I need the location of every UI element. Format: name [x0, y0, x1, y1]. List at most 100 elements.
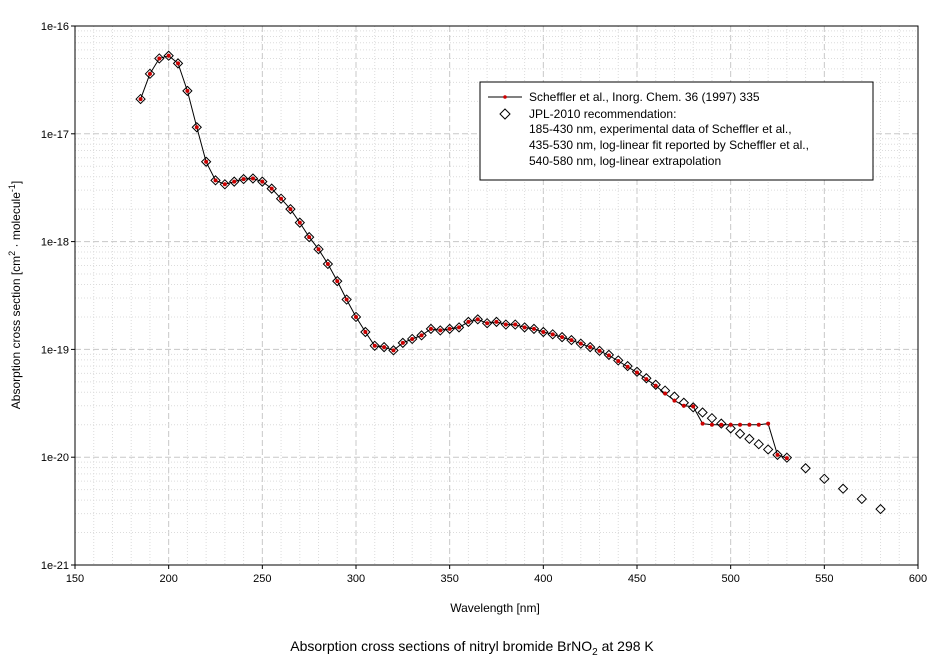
jpl-diamond-marker [238, 173, 249, 185]
jpl-diamond-marker [416, 330, 427, 341]
scheffler-data-point [372, 343, 377, 348]
chart-canvas: 150 200 250 300 350 400 450 500 550 600 1e-211e-2… [7, 21, 927, 615]
jpl-diamond-marker [444, 323, 455, 335]
y-tick-label: 1e-19 [41, 344, 69, 356]
jpl-diamond-marker [425, 323, 437, 335]
jpl-diamond-marker [734, 428, 746, 439]
jpl-diamond-marker [397, 337, 409, 349]
scheffler-data-point [344, 297, 349, 302]
y-axis-ticks: 1e-21 1e-20 1e-19 1e-18 1e-17 1e-16 [41, 21, 75, 572]
jpl-diamond-marker [697, 407, 708, 418]
jpl-diamond-marker [472, 314, 483, 325]
jpl-diamond-marker [594, 345, 605, 357]
jpl-diamond-marker [303, 231, 315, 243]
chart-title-suffix: at 298 K [597, 638, 654, 654]
jpl-diamond-marker [510, 319, 521, 330]
scheffler-data-point [204, 159, 209, 164]
legend-box [479, 81, 874, 181]
x-axis-ticks: 150 200 250 300 350 400 450 500 550 600 [66, 565, 927, 585]
jpl-diamond-marker [219, 179, 231, 190]
scheffler-data-point [541, 330, 546, 335]
scheffler-data-point [728, 422, 733, 427]
x-tick-label: 600 [909, 573, 927, 585]
scheffler-data-point [166, 53, 171, 58]
jpl-diamond-marker [566, 334, 577, 346]
scheffler-data-point [391, 348, 396, 353]
jpl-diamond-marker [519, 322, 530, 333]
scheffler-data-point [316, 247, 321, 252]
scheffler-data-point [428, 326, 433, 331]
scheffler-data-point [531, 326, 536, 331]
jpl-diamond-marker [575, 338, 587, 349]
y-tick-label: 1e-18 [41, 237, 69, 249]
scheffler-data-point [784, 456, 789, 461]
scheffler-data-point [419, 333, 424, 338]
jpl-diamond-marker [294, 217, 306, 228]
scheffler-data-point [466, 319, 471, 324]
jpl-diamond-marker [706, 412, 718, 424]
scheffler-data-point [560, 335, 565, 340]
y-axis-label-sup2: -1 [7, 184, 17, 192]
scheffler-data-point [325, 261, 330, 266]
jpl-diamond-marker [819, 473, 830, 485]
jpl-diamond-marker [528, 323, 540, 335]
jpl-diamond-marker [687, 402, 699, 413]
x-tick-label: 450 [628, 573, 646, 585]
scheffler-data-point [400, 340, 405, 345]
scheffler-data-point [578, 341, 583, 346]
jpl-diamond-marker [453, 322, 465, 333]
jpl-diamond-marker [650, 379, 661, 390]
scheffler-data-point [644, 377, 649, 382]
scheffler-data-point [691, 404, 696, 409]
jpl-diamond-marker [369, 340, 380, 352]
plot-frame [74, 25, 919, 566]
scheffler-data-point [522, 325, 527, 330]
jpl-diamond-marker [631, 366, 643, 377]
jpl-diamond-marker [500, 319, 512, 330]
jpl-diamond-marker [556, 331, 568, 343]
jpl-diamond-marker [781, 452, 793, 463]
scheffler-data-point [457, 325, 462, 330]
jpl-diamond-marker [772, 449, 783, 461]
scheffler-data-point [775, 452, 780, 457]
jpl-diamond-marker [875, 503, 886, 515]
jpl-diamond-marker [313, 244, 324, 255]
scheffler-data-point [766, 421, 771, 426]
scheffler-data-point [176, 61, 181, 66]
scheffler-data-point [363, 330, 368, 335]
legend-label-jpl-line-1: JPL-2010 recommendation: [529, 107, 676, 121]
legend-label-scheffler: Scheffler et al., Inorg. Chem. 36 (1997)… [529, 90, 760, 104]
jpl-diamond-marker [744, 433, 755, 445]
y-tick-label: 1e-20 [41, 452, 69, 464]
scheffler-data-point [550, 332, 555, 337]
scheffler-data-point [307, 235, 312, 240]
jpl-diamond-marker [406, 333, 418, 345]
y-axis-label-prefix: Absorption cross section [cm [9, 256, 23, 409]
jpl-diamond-marker [388, 345, 399, 356]
x-tick-label: 250 [253, 573, 271, 585]
jpl-diamond-marker [154, 53, 165, 64]
jpl-diamond-marker [285, 203, 296, 215]
legend-label-jpl-line-3: 435-530 nm, log-linear fit reported by S… [529, 138, 809, 152]
jpl-diamond-marker [762, 444, 774, 455]
x-tick-label: 400 [534, 573, 552, 585]
jpl-diamond-marker [716, 418, 727, 429]
y-tick-label: 1e-17 [41, 129, 69, 141]
scheffler-data-point [269, 186, 274, 191]
jpl-diamond-marker [275, 193, 287, 204]
scheffler-data-point [635, 370, 639, 375]
legend: Scheffler et al., Inorg. Chem. 36 (1997)… [479, 81, 874, 181]
scheffler-data-point [232, 179, 237, 184]
chart-title-main: Absorption cross sections of nitryl brom… [290, 638, 593, 654]
jpl-diamond-marker [332, 275, 343, 287]
y-axis-label-mid: · molecule [9, 192, 23, 251]
x-tick-label: 550 [815, 573, 833, 585]
jpl-diamond-marker [491, 316, 502, 328]
jpl-diamond-marker [613, 355, 624, 366]
jpl-diamond-marker [144, 68, 156, 80]
jpl-diamond-marker [247, 173, 259, 184]
scheffler-data-point [213, 178, 218, 183]
scheffler-data-point [475, 317, 480, 322]
scheffler-data-point [194, 125, 199, 130]
jpl-diamond-marker [191, 122, 202, 133]
